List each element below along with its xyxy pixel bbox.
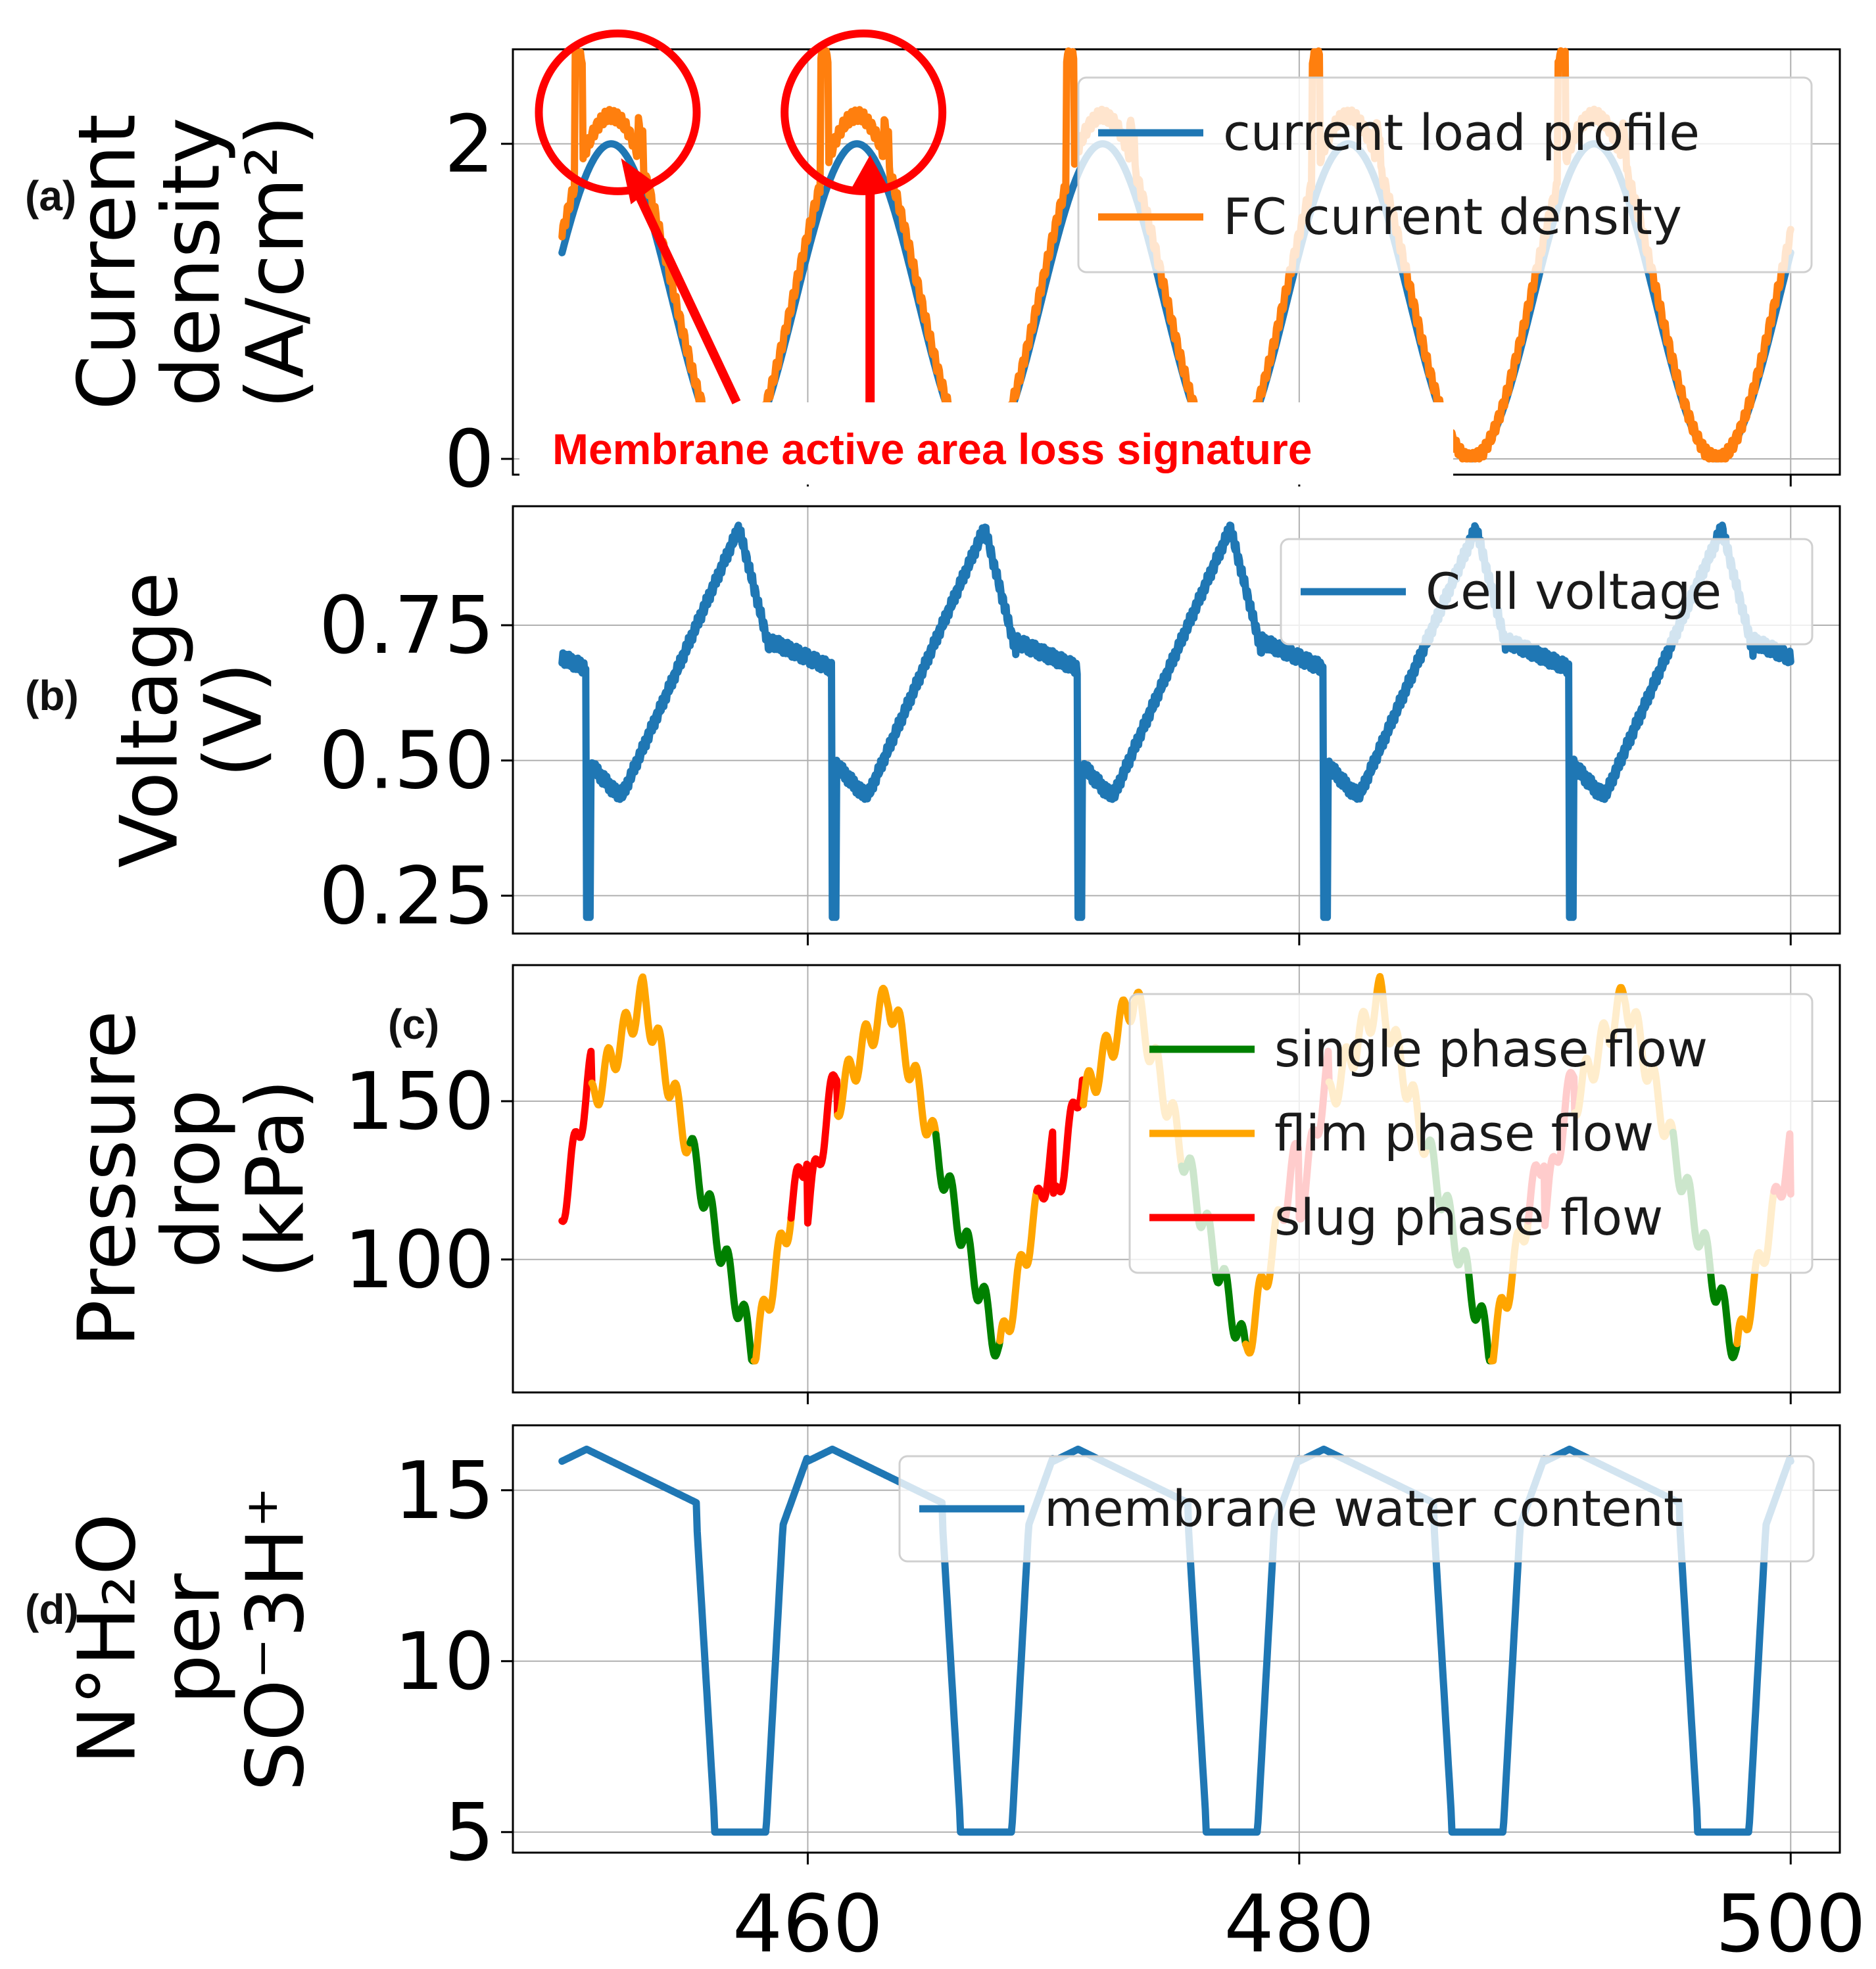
legend-box xyxy=(1128,993,1814,1274)
panel-label: (d) xyxy=(25,1586,79,1633)
axes-frame xyxy=(512,1424,1841,1854)
x-tick-label: 500 xyxy=(1716,1879,1866,1969)
y-tick-label: 0 xyxy=(445,414,494,506)
y-axis-label: (kPa) xyxy=(231,1079,322,1279)
y-axis-label: SO⁻3H⁺ xyxy=(231,1486,322,1791)
series-pressure-drop-segment xyxy=(558,1047,596,1225)
series-pressure-drop-segment xyxy=(932,1131,1004,1360)
annotation-arrow xyxy=(627,176,741,404)
panel-label: (a) xyxy=(25,172,76,220)
annotation-circle xyxy=(781,29,947,195)
y-tick-label: 150 xyxy=(344,1056,494,1148)
y-tick-label: 15 xyxy=(394,1446,494,1537)
annotation-arrowhead xyxy=(852,154,889,188)
x-tick-label: 480 xyxy=(1224,1879,1374,1969)
y-axis-label: density xyxy=(147,118,238,407)
series-pressure-drop-segment xyxy=(1033,1076,1087,1203)
y-axis-label: Current xyxy=(62,114,154,410)
y-tick-label: 0.50 xyxy=(319,716,494,807)
legend-box xyxy=(1077,76,1813,273)
series-pressure-drop-segment xyxy=(834,984,940,1139)
y-axis-label: (V) xyxy=(189,662,280,778)
legend-box xyxy=(898,1455,1815,1563)
y-tick-label: 0.75 xyxy=(319,581,494,672)
series-pressure-drop-segment xyxy=(686,1135,758,1365)
annotation-box xyxy=(519,402,1453,485)
panel-label: (c) xyxy=(388,1001,439,1048)
series-pressure-drop-segment xyxy=(996,1187,1041,1344)
legend-label: single phase flow xyxy=(1274,1020,1708,1078)
legend-label: slug phase flow xyxy=(1274,1188,1663,1246)
series-pressure-drop-segment xyxy=(588,973,694,1157)
panel-b: 0.25 0.50 0.75 Voltage(V) (b) Cell voltage xyxy=(25,505,1841,945)
y-tick-label: 5 xyxy=(445,1788,494,1879)
x-tick-label: 460 xyxy=(733,1879,883,1969)
legend-label: membrane water content xyxy=(1044,1479,1683,1538)
axes-frame xyxy=(512,505,1841,935)
legend-label: FC current density xyxy=(1223,187,1682,246)
legend-label: flim phase flow xyxy=(1274,1104,1654,1162)
legend-label: current load profile xyxy=(1223,103,1700,162)
y-axis-label: (A/cm²) xyxy=(231,115,322,409)
series-cell-voltage xyxy=(558,521,1794,921)
legend-box xyxy=(1280,538,1814,646)
annotation-text: Membrane active area loss signature xyxy=(552,425,1312,473)
legend-label: Cell voltage xyxy=(1426,562,1721,621)
y-axis-label: N°H₂O xyxy=(62,1513,154,1765)
axes-frame xyxy=(512,964,1841,1394)
annotation-circle xyxy=(535,29,701,195)
y-tick-label: 100 xyxy=(344,1215,494,1306)
series-pressure-drop-segment xyxy=(750,1214,795,1365)
y-axis-label: drop xyxy=(147,1089,238,1268)
y-tick-label: 0.25 xyxy=(319,851,494,942)
annotation-arrowhead xyxy=(621,158,658,204)
y-axis-label: Pressure xyxy=(62,1010,154,1347)
annotation-layer: Membrane active area loss signature xyxy=(519,29,1453,485)
y-tick-label: 10 xyxy=(394,1617,494,1708)
y-axis-label: per xyxy=(147,1573,238,1705)
series-pressure-drop-segment xyxy=(787,1071,842,1227)
y-tick-label: 2 xyxy=(445,99,494,191)
panel-label: (b) xyxy=(25,672,79,719)
y-axis-label: Voltage xyxy=(105,572,196,868)
